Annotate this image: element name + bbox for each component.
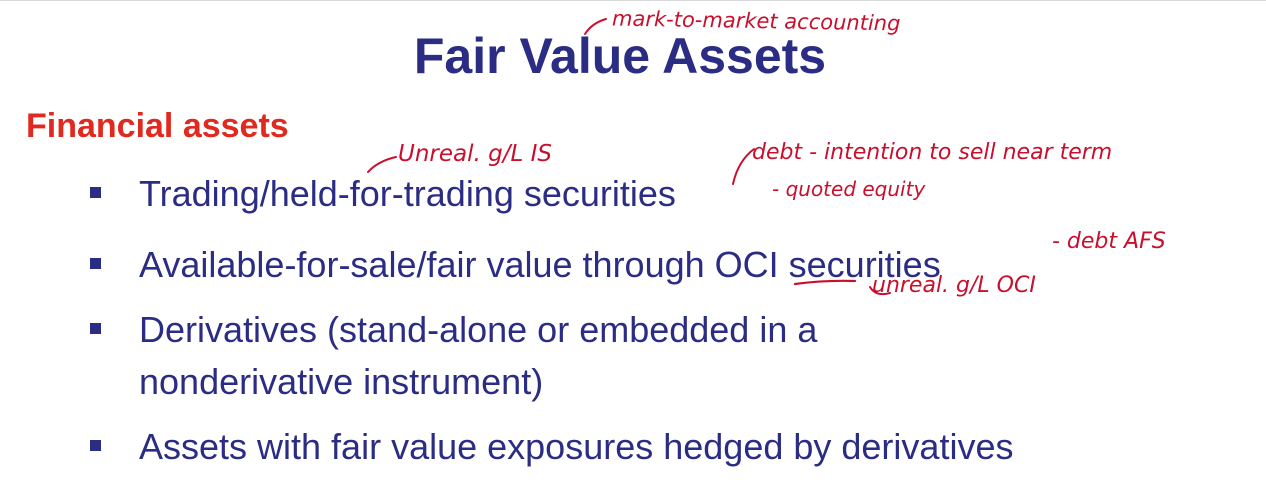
bullet-marker [90, 440, 101, 451]
slide-title: Fair Value Assets [0, 27, 1240, 85]
bullet-marker [90, 258, 101, 269]
annotation-debt-near-term: debt - intention to sell near term [752, 140, 1112, 165]
bullet-trading-securities: Trading/held-for-trading securities [139, 168, 676, 220]
annotation-unreal-is: Unreal. g/L IS [398, 141, 552, 167]
bullet-derivatives-continued: nonderivative instrument) [139, 356, 543, 408]
annotation-mark-to-market: mark-to-market accounting [612, 6, 901, 35]
annotation-unreal-oci: unreal. g/L OCI [872, 273, 1036, 298]
section-heading: Financial assets [26, 107, 289, 146]
bullet-afs-securities: Available-for-sale/fair value through OC… [139, 239, 941, 291]
bullet-marker [90, 323, 101, 334]
bullet-hedged-assets: Assets with fair value exposures hedged … [139, 421, 1013, 473]
annotation-debt-afs: - debt AFS [1052, 229, 1166, 254]
annotation-quoted-equity: - quoted equity [772, 177, 925, 201]
bullet-derivatives: Derivatives (stand-alone or embedded in … [139, 304, 817, 356]
bullet-marker [90, 187, 101, 198]
